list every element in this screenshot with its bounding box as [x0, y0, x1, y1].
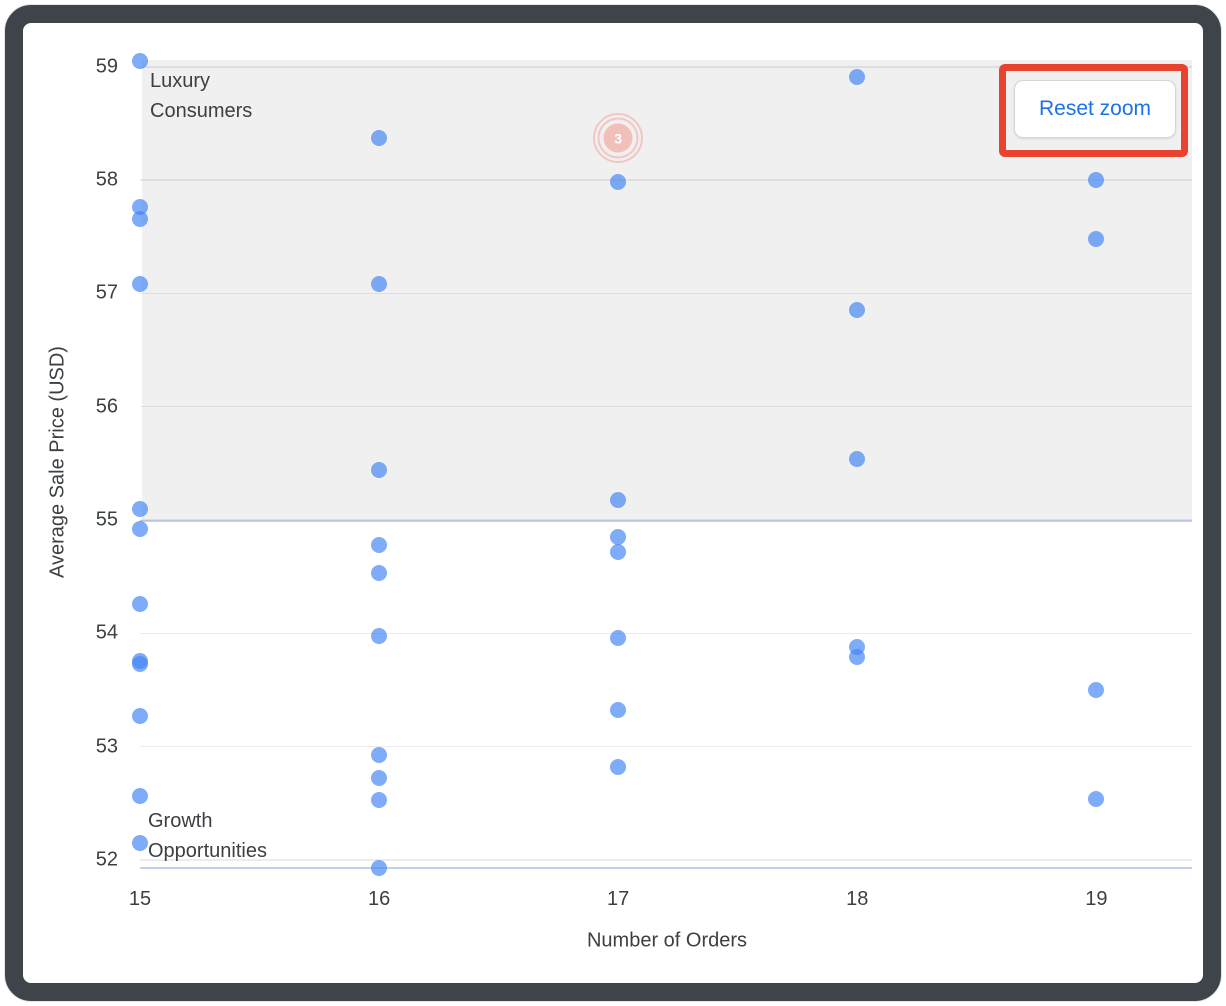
data-point[interactable]	[849, 302, 866, 319]
data-point[interactable]	[849, 649, 866, 666]
data-point[interactable]	[610, 174, 627, 191]
data-point[interactable]	[610, 759, 627, 776]
data-point[interactable]	[849, 450, 866, 467]
gridline-y-54	[140, 632, 1192, 635]
data-point[interactable]	[610, 629, 627, 646]
data-point[interactable]	[371, 859, 388, 876]
data-point[interactable]	[371, 462, 388, 479]
gridline-y-53	[140, 745, 1192, 748]
data-point[interactable]	[1088, 681, 1105, 698]
y-tick-label-57: 57	[95, 281, 118, 304]
action-highlight-box	[999, 64, 1188, 157]
data-point[interactable]	[132, 53, 148, 70]
data-point[interactable]	[132, 788, 148, 805]
gridline-y-56	[140, 405, 1192, 408]
x-tick-label-17: 17	[607, 888, 630, 910]
click-ping-outer-ring	[593, 113, 644, 164]
data-point[interactable]	[132, 834, 148, 851]
luxury-consumers-band	[142, 60, 1192, 521]
data-point[interactable]	[371, 770, 388, 787]
growth-band-border	[140, 867, 1192, 869]
data-point[interactable]	[371, 130, 388, 147]
data-point[interactable]	[132, 708, 148, 725]
data-point[interactable]	[1088, 172, 1105, 189]
gridline-y-57	[140, 292, 1192, 295]
reset-zoom-button[interactable]: Reset zoom	[1014, 80, 1176, 138]
data-point[interactable]	[371, 536, 388, 553]
x-tick-label-16: 16	[367, 888, 391, 910]
data-point[interactable]	[132, 276, 148, 293]
data-point[interactable]	[1088, 790, 1105, 807]
gridline-y-58	[140, 179, 1192, 181]
y-axis-title: Average Sale Price (USD)	[46, 346, 69, 578]
plot-area[interactable]	[132, 53, 1192, 876]
data-point[interactable]	[371, 791, 388, 808]
data-point[interactable]	[371, 276, 388, 293]
data-point[interactable]	[849, 68, 866, 85]
data-point[interactable]	[610, 543, 627, 560]
click-ping-badge: 3	[603, 123, 633, 153]
y-tick-label-55: 55	[95, 508, 118, 531]
data-point[interactable]	[132, 210, 148, 227]
data-point[interactable]	[371, 746, 388, 763]
gridline-y-52	[140, 859, 1192, 861]
x-axis-title: Number of Orders	[586, 929, 748, 952]
y-tick-label-52: 52	[95, 848, 118, 871]
data-point[interactable]	[371, 565, 388, 582]
data-point[interactable]	[132, 500, 148, 517]
growth-opportunities-label: Growth Opportunities	[148, 810, 267, 862]
data-point[interactable]	[610, 529, 627, 545]
data-point[interactable]	[371, 627, 388, 644]
y-tick-label-54: 54	[95, 621, 118, 644]
gridline-y-59	[140, 66, 1192, 68]
data-point[interactable]	[132, 595, 148, 612]
y-tick-label-53: 53	[95, 735, 118, 758]
x-tick-label-18: 18	[846, 888, 869, 910]
data-point[interactable]	[610, 702, 627, 719]
luxury-band-border	[140, 520, 1192, 523]
click-ping-middle-ring	[597, 117, 639, 159]
x-tick-label-19: 19	[1085, 888, 1108, 910]
data-point[interactable]	[1088, 231, 1105, 248]
y-tick-label-59: 59	[95, 55, 118, 78]
data-point[interactable]	[132, 521, 148, 538]
data-point[interactable]	[610, 491, 627, 508]
x-tick-label-15: 15	[128, 888, 152, 910]
y-tick-label-56: 56	[95, 395, 118, 418]
y-tick-label-58: 58	[95, 168, 118, 191]
luxury-consumers-label: Luxury Consumers	[150, 70, 253, 122]
data-point[interactable]	[132, 655, 148, 672]
